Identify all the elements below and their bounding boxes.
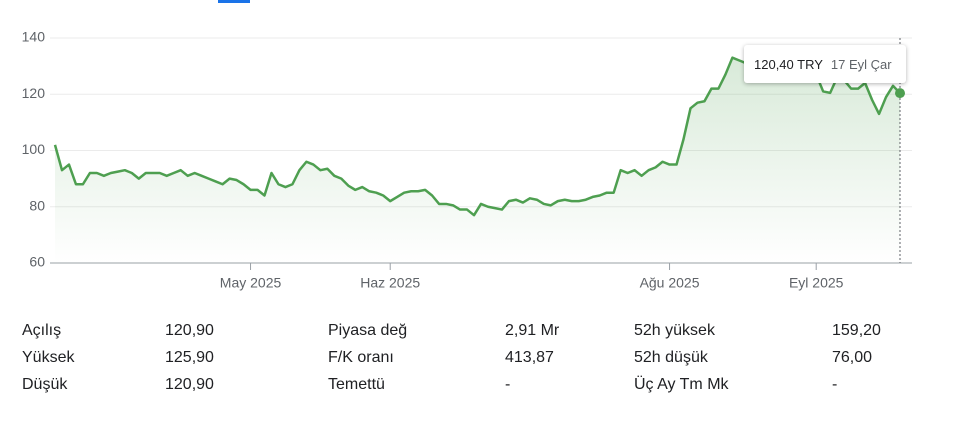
stat-label: 52h yüksek [634, 322, 715, 339]
tooltip: 120,40 TRY 17 Eyl Çar [744, 45, 906, 83]
stat-label: Üç Ay Tm Mk [634, 376, 729, 393]
stat-value: 413,87 [505, 349, 554, 366]
cursor-dot [895, 88, 905, 99]
x-tick-label: Eyl 2025 [789, 275, 844, 291]
stat-label: 52h düşük [634, 349, 708, 366]
stat-label: Yüksek [22, 349, 75, 366]
stat-label: F/K oranı [328, 349, 394, 366]
stat-label: Düşük [22, 376, 68, 393]
y-tick-label: 60 [29, 254, 45, 270]
x-tick-label: May 2025 [220, 275, 282, 291]
tab-indicator [218, 0, 250, 3]
stat-value: - [505, 376, 511, 393]
y-tick-label: 140 [22, 29, 46, 45]
tooltip-price: 120,40 TRY [754, 56, 823, 72]
stat-label: Piyasa değ [328, 322, 408, 339]
stat-value: 120,90 [165, 322, 214, 339]
x-tick-label: Haz 2025 [360, 275, 420, 291]
stat-value: - [832, 376, 838, 393]
y-tick-label: 80 [29, 197, 45, 213]
tooltip-date: 17 Eyl Çar [830, 56, 892, 72]
area-fill [55, 57, 900, 263]
stat-value: 76,00 [832, 349, 873, 366]
stat-label: Açılış [22, 322, 62, 339]
stat-label: Temettü [328, 376, 385, 393]
y-tick-label: 100 [22, 141, 46, 157]
x-tick-label: Ağu 2025 [640, 275, 700, 291]
stat-value: 159,20 [832, 322, 881, 339]
stat-value: 120,90 [165, 376, 214, 393]
stat-value: 125,90 [165, 349, 214, 366]
chart: 60 80 100 120 140 May 2025 Haz 2025 Ağu 2025 Eyl… [22, 29, 912, 291]
stat-value: 2,91 Mr [505, 322, 560, 339]
y-tick-label: 120 [22, 85, 46, 101]
